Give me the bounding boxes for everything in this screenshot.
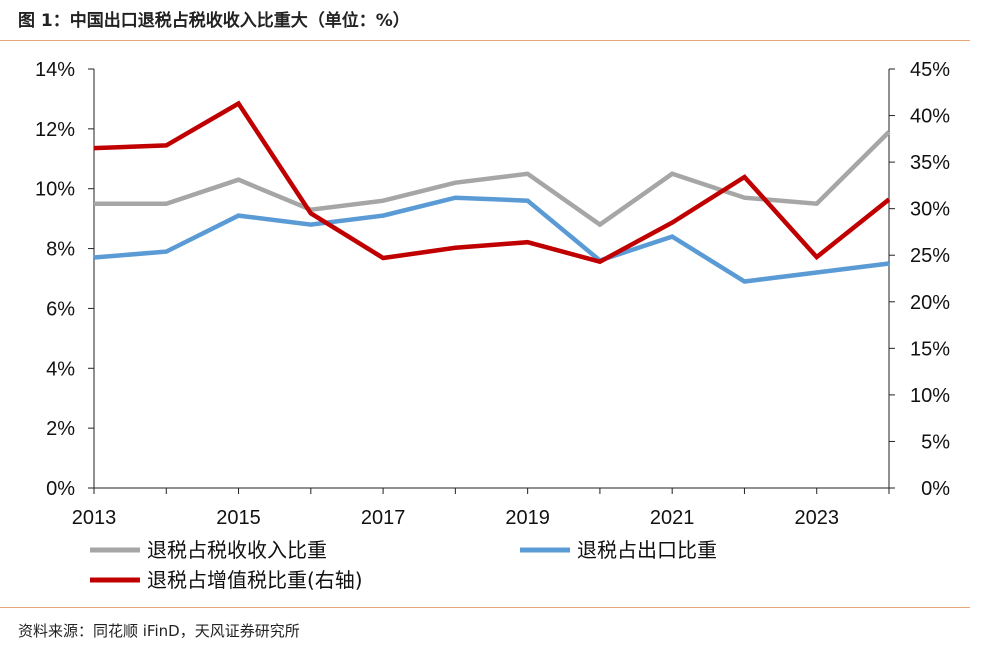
- y-right-tick-label: 20%: [910, 292, 950, 314]
- x-tick-label: 2019: [505, 507, 550, 529]
- x-tick-label: 2015: [216, 507, 261, 529]
- legend-label: 退税占税收收入比重: [147, 538, 327, 562]
- y-left-tick-label: 2%: [46, 418, 75, 440]
- y-right-tick-label: 45%: [910, 59, 950, 81]
- y-right-tick-label: 35%: [910, 152, 950, 174]
- legend-label: 退税占出口比重: [577, 538, 717, 562]
- chart-series: [93, 100, 891, 284]
- y-right-tick-label: 0%: [921, 478, 950, 500]
- y-right-tick-label: 40%: [910, 106, 950, 128]
- chart-title: 图 1：中国出口退税占税收收入比重大（单位：%）: [18, 11, 410, 31]
- series-line-1: [94, 130, 891, 228]
- x-tick-label: 2017: [361, 507, 406, 529]
- y-right-tick-label: 30%: [910, 199, 950, 221]
- footer-divider: [0, 607, 970, 608]
- y-left-tick-label: 8%: [46, 239, 75, 261]
- y-right-tick-label: 5%: [921, 431, 950, 453]
- line-chart: 0% 2% 4% 6% 8% 10% 12% 14% 0% 5% 10% 15% 20% 25% 30% 35…: [35, 59, 950, 592]
- y-left-tick-label: 10%: [35, 179, 75, 201]
- series-line-3: [93, 100, 891, 265]
- series-line-2: [93, 195, 890, 284]
- y-right-tick-label: 10%: [910, 385, 950, 407]
- source-note: 资料来源：同花顺 iFinD，天风证券研究所: [18, 622, 300, 640]
- y-left-tick-label: 4%: [46, 358, 75, 380]
- legend-label: 退税占增值税比重(右轴): [147, 568, 363, 592]
- y-left-tick-label: 12%: [35, 119, 75, 141]
- chart-axes: 0% 2% 4% 6% 8% 10% 12% 14% 0% 5% 10% 15% 20% 25% 30% 35…: [35, 59, 950, 529]
- y-left-tick-label: 6%: [46, 298, 75, 320]
- y-right-tick-label: 15%: [910, 338, 950, 360]
- y-left-tick-label: 14%: [35, 59, 75, 81]
- title-divider: [0, 40, 970, 41]
- x-tick-label: 2023: [794, 507, 839, 529]
- y-right-tick-label: 25%: [910, 245, 950, 267]
- y-left-tick-label: 0%: [46, 478, 75, 500]
- x-tick-label: 2021: [650, 507, 695, 529]
- x-tick-label: 2013: [72, 507, 117, 529]
